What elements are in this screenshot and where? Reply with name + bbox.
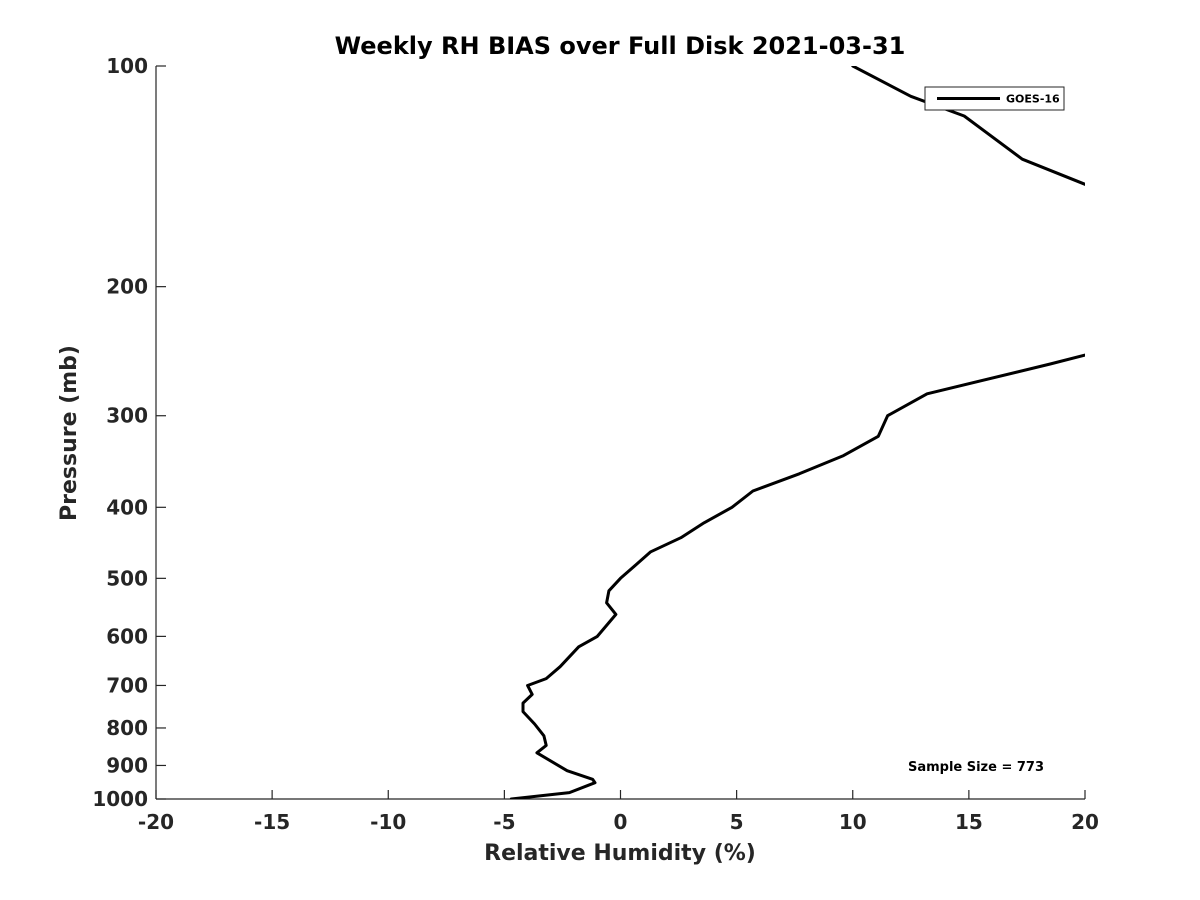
y-axis-ticks: 100 200 300 400 500 600 700 800 900 1000: [92, 54, 166, 811]
y-tick-label: 700: [106, 673, 148, 697]
x-axis-label: Relative Humidity (%): [484, 841, 756, 866]
x-tick-label: -10: [370, 810, 406, 834]
chart-title: Weekly RH BIAS over Full Disk 2021-03-31: [335, 32, 906, 60]
sample-size-annotation: Sample Size = 773: [908, 760, 1044, 775]
y-tick-label: 500: [106, 566, 148, 590]
y-tick-label: 400: [106, 495, 148, 519]
x-tick-label: 20: [1071, 810, 1099, 834]
y-tick-label: 800: [106, 716, 148, 740]
legend-label-goes-16: GOES-16: [1006, 93, 1060, 106]
series-line-1: [851, 66, 1085, 186]
y-tick-label: 200: [106, 275, 148, 299]
y-tick-label: 900: [106, 753, 148, 777]
x-tick-label: -5: [493, 810, 515, 834]
x-tick-label: 5: [730, 810, 744, 834]
y-axis-label: Pressure (mb): [57, 345, 82, 521]
x-tick-label: 15: [955, 810, 983, 834]
series-line-0: [509, 353, 1085, 799]
x-tick-label: -20: [138, 810, 174, 834]
x-tick-label: -15: [254, 810, 290, 834]
y-tick-label: 600: [106, 624, 148, 648]
x-axis-ticks: -20 -15 -10 -5 0 5 10 15 20: [138, 790, 1099, 834]
x-tick-label: 0: [614, 810, 628, 834]
x-tick-label: 10: [839, 810, 867, 834]
series-layer: [509, 66, 1085, 799]
y-tick-label: 100: [106, 54, 148, 78]
legend: GOES-16: [924, 86, 1065, 111]
y-tick-label: 300: [106, 404, 148, 428]
y-tick-label: 1000: [92, 787, 148, 811]
